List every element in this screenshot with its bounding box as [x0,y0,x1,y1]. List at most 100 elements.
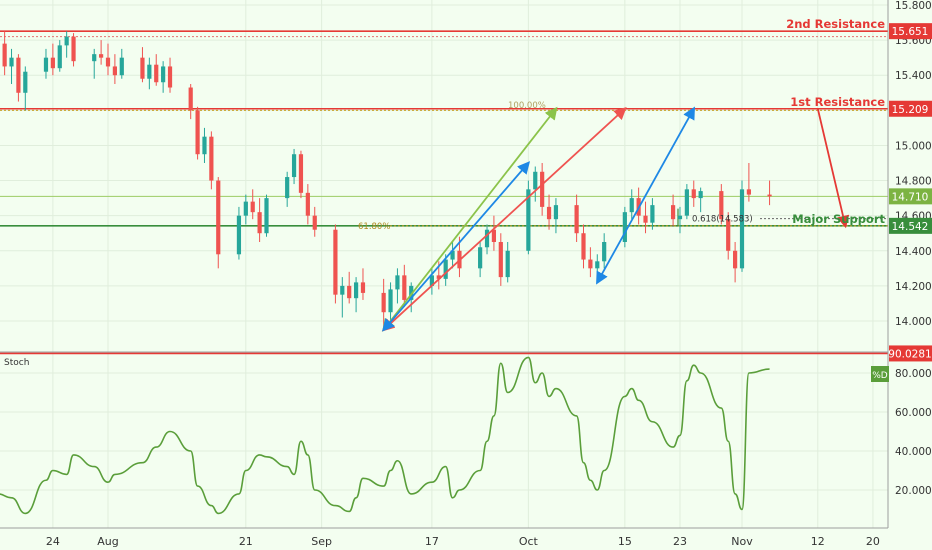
candle-body [719,191,724,220]
time-tick-label: 15 [618,535,632,548]
candle-body [105,57,111,67]
candle-body [381,292,386,313]
candle-body [629,198,634,213]
candle-body [64,36,69,46]
candle-body [23,71,28,93]
candle-body [140,57,145,79]
candle-body [195,110,200,155]
projection-arrow [816,108,850,229]
stoch-legend-box [871,366,889,382]
candle-body [443,259,448,279]
level-value-label-0: 15.651 [892,26,929,38]
stoch-layer [0,352,888,515]
time-tick-label: Oct [519,535,539,548]
candle-body [250,201,255,213]
candle-body [161,66,166,83]
price-tick-label: 15.000 [895,140,932,152]
level-value-label-2: 14.542 [892,221,929,233]
candle-body [553,205,559,220]
swing-arrow-3 [596,106,695,285]
price-tick-label: 14.800 [895,176,932,188]
candle-body [312,215,317,230]
candle-body [112,66,117,76]
arrows-layer [381,106,850,332]
candle-body [360,282,366,293]
candle-body [257,212,262,234]
price-tick-label: 15.400 [895,70,932,82]
time-tick-label: 20 [866,535,880,548]
candle-body [16,57,21,93]
time-tick-label: Sep [311,535,332,548]
last-price-box [889,188,932,205]
level-value-box-2 [889,217,932,234]
stoch-legend-label: %D [872,371,888,381]
candle-body [236,215,242,255]
candle-body [733,250,738,269]
candle-body [595,261,600,269]
last-price-label: 14.710 [892,191,929,203]
swing-arrow-2 [382,161,531,332]
candle-body [202,136,207,155]
candle-body [581,233,586,260]
grid-layer [0,0,888,528]
candle-body [402,275,407,300]
candle-body [305,192,310,216]
stoch-tick-label: 60.0000 [895,407,932,419]
time-tick-label: Aug [97,535,118,548]
candle-body [602,242,607,262]
candle-body [285,177,290,199]
candle-body [746,189,751,195]
candle-body [43,57,49,72]
candle-body [147,64,152,79]
candle-body [574,205,579,234]
candle-body [167,66,173,88]
fib-label-100: 100.00% [508,101,546,111]
candle-body [540,171,545,207]
stoch-tick-label: 80.0000 [895,368,932,380]
candle-body [491,229,497,242]
stoch-title: Stoch [4,358,29,368]
candle-body [340,285,345,295]
candle-body [478,247,483,269]
candle-body [395,275,400,290]
candle-body [353,282,359,299]
stoch-level-box [889,345,932,362]
candle-body [726,219,731,251]
time-tick-label: 23 [673,535,687,548]
candle-body [209,136,214,181]
level-value-label-1: 15.209 [892,104,929,116]
candle-body [216,180,221,255]
price-tick-label: 14.400 [895,246,932,258]
candle-body [291,154,297,178]
time-tick-label: Nov [731,535,753,548]
candle-body [298,154,304,193]
fib-label-618: 61.80% [358,222,390,232]
level-value-box-1 [889,100,932,117]
candle-body [767,194,772,197]
time-tick-label: 12 [811,535,825,548]
candle-body [498,242,503,278]
level-label-2: Major Support [792,212,885,226]
candle-body [533,171,538,190]
candle-body [650,205,655,223]
candle-body [154,64,159,83]
candle-body [677,215,683,220]
candle-body [347,285,352,299]
candle-body [684,189,689,216]
level-label-1: 1st Resistance [790,95,885,109]
candle-body [622,212,627,242]
price-tick-label: 15.800 [895,0,932,12]
candle-body [264,198,269,234]
level-value-box-0 [889,23,932,40]
candle-body [71,36,76,62]
candle-body [2,43,7,67]
candle-body [588,259,593,269]
candle-body [57,45,62,69]
candle-body [698,191,703,199]
stoch-d-line [0,356,770,515]
price-tick-label: 14.200 [895,281,932,293]
stoch-tick-label: 40.0000 [895,446,932,458]
fib-label-0618: 0.618(14.583) [692,215,753,225]
candle-body [739,189,745,269]
